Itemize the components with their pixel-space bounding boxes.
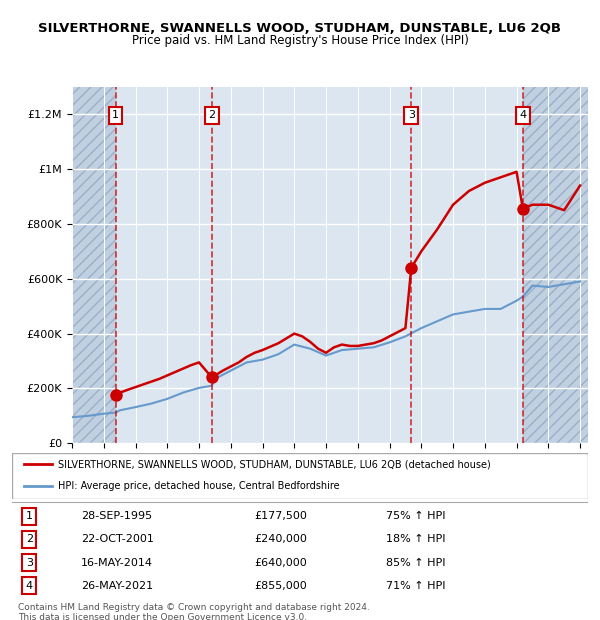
Text: £177,500: £177,500 xyxy=(254,512,307,521)
Text: 3: 3 xyxy=(26,557,33,567)
FancyBboxPatch shape xyxy=(12,453,588,499)
Text: 18% ↑ HPI: 18% ↑ HPI xyxy=(386,534,446,544)
Text: 16-MAY-2014: 16-MAY-2014 xyxy=(81,557,153,567)
Text: 85% ↑ HPI: 85% ↑ HPI xyxy=(386,557,446,567)
Bar xyxy=(523,87,588,443)
Text: 2: 2 xyxy=(26,534,33,544)
Text: 75% ↑ HPI: 75% ↑ HPI xyxy=(386,512,446,521)
Text: 2: 2 xyxy=(208,110,215,120)
Text: 4: 4 xyxy=(26,580,33,591)
Text: Price paid vs. HM Land Registry's House Price Index (HPI): Price paid vs. HM Land Registry's House … xyxy=(131,34,469,47)
Text: £240,000: £240,000 xyxy=(254,534,307,544)
Text: 22-OCT-2001: 22-OCT-2001 xyxy=(81,534,154,544)
Text: 3: 3 xyxy=(408,110,415,120)
Text: 1: 1 xyxy=(112,110,119,120)
Bar xyxy=(72,87,116,443)
Text: 26-MAY-2021: 26-MAY-2021 xyxy=(81,580,153,591)
Text: This data is licensed under the Open Government Licence v3.0.: This data is licensed under the Open Gov… xyxy=(18,613,307,620)
Bar xyxy=(72,87,116,443)
Text: 1: 1 xyxy=(26,512,33,521)
Text: £640,000: £640,000 xyxy=(254,557,307,567)
Text: HPI: Average price, detached house, Central Bedfordshire: HPI: Average price, detached house, Cent… xyxy=(58,481,340,491)
Text: SILVERTHORNE, SWANNELLS WOOD, STUDHAM, DUNSTABLE, LU6 2QB: SILVERTHORNE, SWANNELLS WOOD, STUDHAM, D… xyxy=(38,22,562,35)
Text: SILVERTHORNE, SWANNELLS WOOD, STUDHAM, DUNSTABLE, LU6 2QB (detached house): SILVERTHORNE, SWANNELLS WOOD, STUDHAM, D… xyxy=(58,459,491,469)
Text: 28-SEP-1995: 28-SEP-1995 xyxy=(81,512,152,521)
Text: £855,000: £855,000 xyxy=(254,580,307,591)
Text: 71% ↑ HPI: 71% ↑ HPI xyxy=(386,580,446,591)
Text: 4: 4 xyxy=(520,110,526,120)
Text: Contains HM Land Registry data © Crown copyright and database right 2024.: Contains HM Land Registry data © Crown c… xyxy=(18,603,370,612)
